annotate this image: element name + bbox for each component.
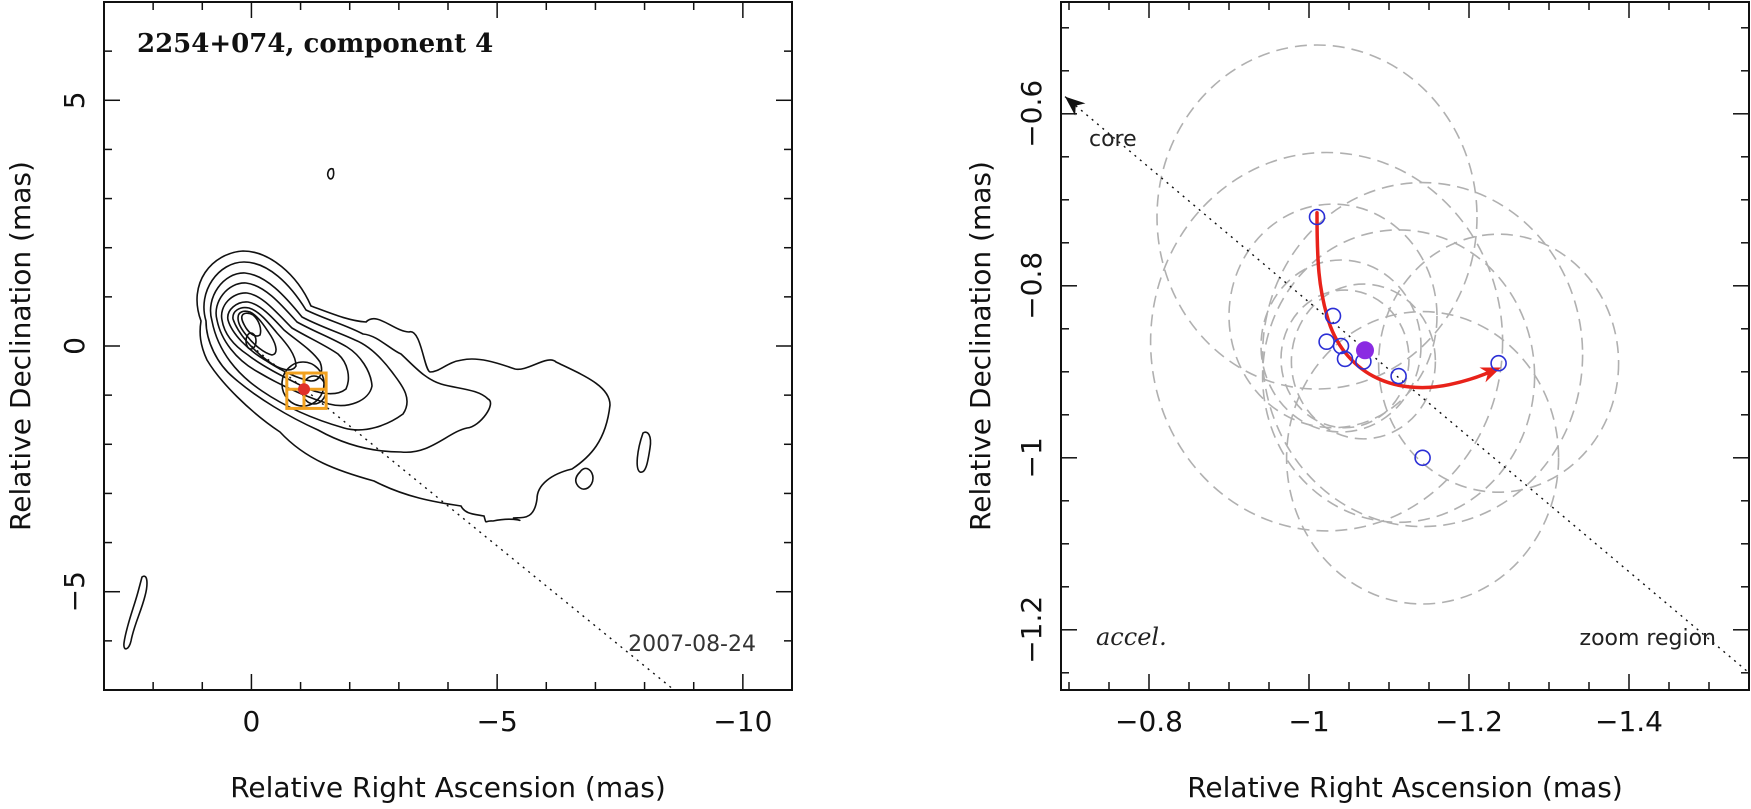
right-ticks bbox=[1061, 2, 1750, 690]
data-point bbox=[1390, 367, 1407, 385]
left-y-tick-label: 0 bbox=[58, 337, 91, 355]
uncertainty-circle bbox=[1228, 203, 1438, 429]
right-y-axis-label: Relative Declination (mas) bbox=[964, 161, 997, 531]
uncertainty-circle bbox=[1377, 233, 1620, 494]
uncertainty-circle bbox=[1261, 181, 1584, 528]
right-y-tick-label: −1 bbox=[1015, 437, 1048, 478]
right-panel: −0.8 −1 −1.2 −1.4 −1.2 −1 −0.8 −0.6 core accel.… bbox=[964, 1, 1750, 804]
left-contours bbox=[123, 167, 652, 650]
uncertainty-circle bbox=[1285, 310, 1560, 605]
uncertainty-circle bbox=[1156, 44, 1478, 390]
left-x-tick-label: −5 bbox=[477, 705, 518, 738]
right-trajectory-arrowhead bbox=[1479, 367, 1501, 383]
left-y-axis-label: Relative Declination (mas) bbox=[4, 161, 37, 531]
data-point bbox=[1308, 208, 1326, 226]
right-x-tick-label: −1.4 bbox=[1595, 705, 1663, 738]
left-title: 2254+074, component 4 bbox=[137, 29, 493, 59]
uncertainty-circle bbox=[1290, 283, 1437, 440]
left-x-tick-label: 0 bbox=[243, 705, 261, 738]
left-ticks bbox=[103, 1, 793, 691]
right-x-tick-label: −1.2 bbox=[1435, 705, 1503, 738]
right-trajectory bbox=[1315, 210, 1490, 390]
uncertainty-circle bbox=[1280, 289, 1410, 429]
uncertainty-circle bbox=[1260, 259, 1422, 433]
left-core-direction bbox=[250, 345, 675, 691]
right-y-tick-label: −0.8 bbox=[1015, 252, 1048, 320]
right-core-arrowhead bbox=[1065, 96, 1086, 116]
uncertainty-circle bbox=[1149, 151, 1504, 532]
right-x-tick-label: −0.8 bbox=[1115, 705, 1183, 738]
left-y-tick-label: 5 bbox=[58, 91, 91, 109]
data-point bbox=[1414, 449, 1431, 467]
uncertainty-circle bbox=[1261, 229, 1536, 524]
left-date-label: 2007-08-24 bbox=[628, 632, 756, 657]
right-points bbox=[1308, 208, 1507, 467]
data-point bbox=[1318, 333, 1335, 351]
right-x-axis-label: Relative Right Ascension (mas) bbox=[1187, 771, 1623, 804]
right-zoom-region-label: zoom region bbox=[1580, 626, 1716, 651]
right-core-label: core bbox=[1089, 127, 1137, 152]
right-plot-frame bbox=[1060, 1, 1750, 691]
data-point bbox=[1490, 354, 1507, 372]
right-y-tick-label: −0.6 bbox=[1015, 80, 1048, 148]
left-x-tick-label: −10 bbox=[713, 705, 772, 738]
right-uncertainty-circles bbox=[1149, 44, 1620, 605]
right-accel-label: accel. bbox=[1096, 623, 1167, 651]
left-x-axis-label: Relative Right Ascension (mas) bbox=[230, 771, 666, 804]
data-point bbox=[1324, 307, 1342, 325]
right-mean-position bbox=[1356, 341, 1374, 360]
right-y-tick-label: −1.2 bbox=[1015, 596, 1048, 664]
left-component-marker bbox=[298, 383, 311, 396]
data-point bbox=[1336, 350, 1354, 368]
left-y-tick-label: −5 bbox=[58, 571, 91, 612]
right-tick-labels: −0.8 −1 −1.2 −1.4 −1.2 −1 −0.8 −0.6 bbox=[1015, 80, 1663, 738]
left-tick-labels: 0 −5 −10 −5 0 5 bbox=[58, 91, 772, 738]
left-plot-frame bbox=[103, 1, 793, 691]
left-panel: 0 −5 −10 −5 0 5 2254+074, component 4 2007-08… bbox=[4, 1, 793, 804]
right-x-tick-label: −1 bbox=[1288, 705, 1329, 738]
